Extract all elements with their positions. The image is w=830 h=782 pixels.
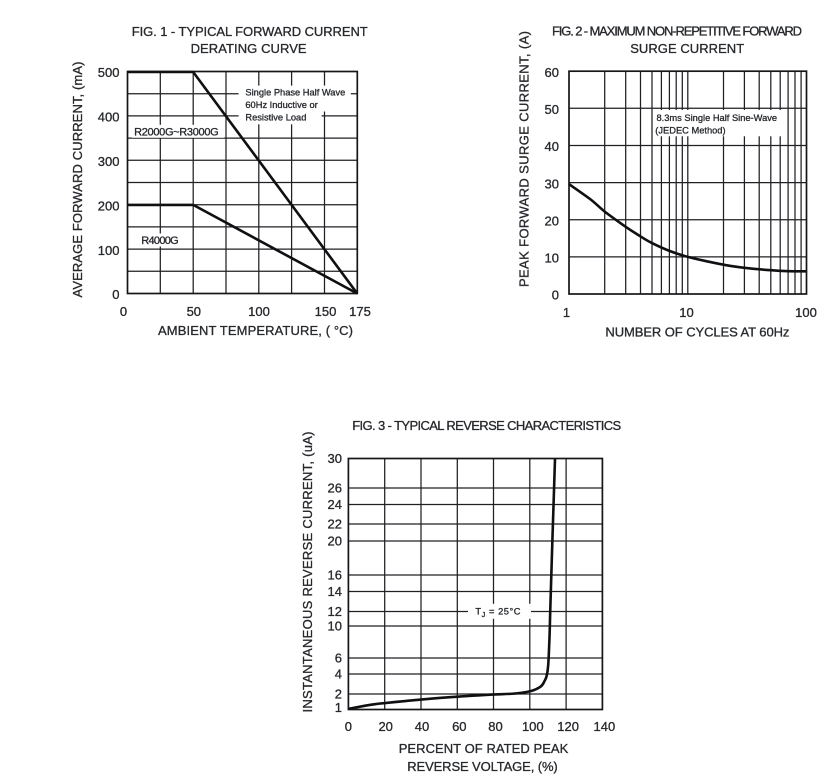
- svg-text:FIG. 3 - TYPICAL REVERSE CHARA: FIG. 3 - TYPICAL REVERSE CHARACTERISTICS: [352, 418, 621, 433]
- svg-text:6: 6: [335, 651, 342, 666]
- svg-text:10: 10: [328, 619, 342, 634]
- svg-text:PEAK FORWARD SURGE CURRENT, (A: PEAK FORWARD SURGE CURRENT, (A): [517, 31, 532, 287]
- svg-text:14: 14: [328, 584, 342, 599]
- svg-text:300: 300: [98, 154, 120, 169]
- svg-text:10: 10: [679, 305, 693, 320]
- svg-text:40: 40: [415, 719, 429, 734]
- svg-text:16: 16: [328, 568, 342, 583]
- svg-text:400: 400: [98, 110, 120, 125]
- svg-text:20: 20: [328, 534, 342, 549]
- svg-text:40: 40: [545, 139, 559, 154]
- svg-text:R4000G: R4000G: [141, 235, 178, 247]
- svg-text:DERATING CURVE: DERATING CURVE: [191, 41, 307, 56]
- svg-text:AMBIENT TEMPERATURE, ( °C): AMBIENT TEMPERATURE, ( °C): [158, 323, 353, 338]
- svg-text:INSTANTANEOUS REVERSE CURRENT,: INSTANTANEOUS REVERSE CURRENT, (uA): [300, 432, 315, 713]
- svg-text:20: 20: [545, 213, 559, 228]
- svg-text:120: 120: [557, 719, 579, 734]
- svg-text:200: 200: [98, 198, 120, 213]
- svg-text:22: 22: [328, 517, 342, 532]
- svg-text:8.3ms Single Half Sine-Wave: 8.3ms Single Half Sine-Wave: [657, 113, 778, 123]
- svg-text:100: 100: [248, 304, 270, 319]
- svg-text:SURGE CURRENT: SURGE CURRENT: [630, 41, 744, 56]
- svg-text:80: 80: [488, 719, 502, 734]
- svg-text:PERCENT OF RATED PEAK: PERCENT OF RATED PEAK: [399, 741, 569, 756]
- svg-text:20: 20: [378, 719, 392, 734]
- svg-text:50: 50: [187, 304, 201, 319]
- svg-text:24: 24: [328, 497, 342, 512]
- svg-text:500: 500: [98, 65, 120, 80]
- svg-text:12: 12: [328, 604, 342, 619]
- svg-text:TJ = 25°C: TJ = 25°C: [475, 607, 521, 620]
- svg-text:100: 100: [98, 243, 120, 258]
- svg-text:100: 100: [522, 719, 544, 734]
- svg-text:Resistive Load: Resistive Load: [245, 112, 306, 122]
- svg-text:60: 60: [545, 65, 559, 80]
- svg-text:4: 4: [335, 667, 342, 682]
- svg-text:0: 0: [120, 304, 127, 319]
- svg-text:30: 30: [328, 451, 342, 466]
- svg-text:30: 30: [545, 176, 559, 191]
- svg-text:0: 0: [345, 719, 352, 734]
- svg-text:(JEDEC Method): (JEDEC Method): [655, 126, 725, 136]
- svg-text:NUMBER OF CYCLES AT 60Hz: NUMBER OF CYCLES AT 60Hz: [605, 325, 789, 340]
- svg-text:R2000G~R3000G: R2000G~R3000G: [134, 127, 219, 139]
- svg-text:60Hz Inductive or: 60Hz Inductive or: [245, 100, 317, 110]
- svg-text:10: 10: [545, 251, 559, 266]
- svg-text:1: 1: [335, 700, 342, 715]
- svg-text:FIG. 1 - TYPICAL FORWARD CURRE: FIG. 1 - TYPICAL FORWARD CURRENT: [132, 24, 368, 39]
- svg-text:2: 2: [335, 687, 342, 702]
- svg-text:50: 50: [545, 102, 559, 117]
- svg-text:150: 150: [315, 304, 337, 319]
- svg-text:FIG. 2 - MAXIMUM NON-REPETITIV: FIG. 2 - MAXIMUM NON-REPETITIVE FORWARD: [552, 23, 802, 38]
- svg-text:1: 1: [563, 305, 570, 320]
- svg-text:0: 0: [112, 287, 119, 302]
- svg-text:REVERSE VOLTAGE, (%): REVERSE VOLTAGE, (%): [407, 759, 558, 774]
- svg-text:100: 100: [795, 305, 817, 320]
- svg-text:AVERAGE FORWARD CURRENT, (mA): AVERAGE FORWARD CURRENT, (mA): [70, 62, 85, 298]
- svg-text:0: 0: [552, 288, 559, 303]
- svg-text:26: 26: [328, 481, 342, 496]
- svg-text:60: 60: [452, 719, 466, 734]
- svg-text:Single Phase Half Wave: Single Phase Half Wave: [245, 88, 345, 98]
- svg-text:140: 140: [594, 719, 616, 734]
- svg-text:175: 175: [349, 304, 371, 319]
